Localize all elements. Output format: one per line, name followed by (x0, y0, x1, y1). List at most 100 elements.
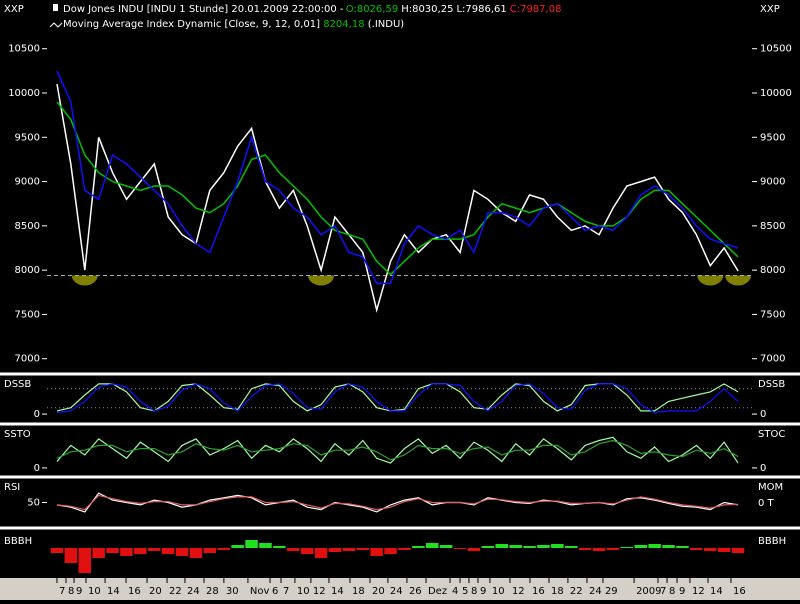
y-axis-label: XXP (4, 4, 24, 15)
bar (203, 548, 217, 553)
y-tick-label: 10500 (8, 44, 40, 55)
bar (50, 548, 64, 553)
series-line (56, 383, 739, 414)
x-tick-label: 29 (605, 586, 618, 597)
y-tick-label-right: 8500 (760, 221, 785, 232)
bar (703, 548, 717, 551)
x-tick-label: 14 (710, 586, 723, 597)
subtitle-value: 8204,18 (323, 19, 364, 30)
panel-title: SSTO (4, 429, 31, 440)
y-tick-label: 8000 (15, 265, 40, 276)
y-tick-label-right: 10500 (760, 44, 792, 55)
series-line (56, 383, 739, 412)
bar (606, 548, 620, 550)
x-tick-label: 10 (297, 586, 310, 597)
x-tick-label: 10 (88, 586, 101, 597)
x-tick-label: 9 (679, 586, 685, 597)
panel-title-right: BBBH (758, 536, 786, 547)
bar (328, 548, 342, 552)
x-tick-label: 16 (532, 586, 545, 597)
bar (134, 548, 147, 554)
panel-note-right: 0 T (758, 498, 775, 509)
subtitle: Moving Average Index Dynamic [Close, 9, … (63, 19, 320, 30)
x-tick-label: 4 (452, 586, 458, 597)
x-tick-label: 7 (660, 586, 666, 597)
bar (620, 547, 634, 548)
bar (467, 548, 481, 551)
y-tick-label-right: 0 (760, 463, 766, 474)
bar (384, 548, 397, 554)
bar (551, 544, 564, 548)
bar (245, 540, 258, 548)
panel-title: BBBH (4, 536, 32, 547)
x-tick-label: 24 (589, 586, 602, 597)
bar (578, 548, 592, 550)
y-tick-label-right: 7000 (760, 354, 785, 365)
x-tick-label: 26 (409, 586, 422, 597)
bar (161, 548, 175, 554)
x-tick-label: 8 (669, 586, 675, 597)
panel-title-right: MOM (758, 482, 783, 493)
bar (231, 545, 244, 548)
x-tick-label: 14 (331, 586, 344, 597)
bar (731, 548, 745, 553)
panel-title-right: DSSB (758, 379, 785, 390)
x-tick-label: 10 (492, 586, 505, 597)
bar (690, 548, 703, 550)
x-tick-label: 7 (59, 586, 65, 597)
bar (717, 548, 731, 552)
bar (147, 548, 161, 551)
bar (509, 545, 522, 548)
x-tick-label: 22 (169, 586, 182, 597)
bar (78, 548, 92, 573)
bar (564, 546, 578, 548)
y-tick-label: 0 (34, 409, 40, 420)
bar (648, 544, 661, 548)
panel-title-right: STOC (758, 429, 785, 440)
y-tick-label: 0 (34, 463, 40, 474)
bar (175, 548, 189, 556)
x-tick-label: 14 (107, 586, 120, 597)
x-tick-label: Nov (250, 586, 270, 597)
y-tick-label-right: 10000 (760, 88, 792, 99)
x-tick-label: 20 (149, 586, 162, 597)
x-tick-label: 12 (512, 586, 525, 597)
y-tick-label: 9000 (15, 177, 40, 188)
x-tick-label: 12 (692, 586, 705, 597)
bar (537, 545, 550, 548)
series-line (56, 439, 739, 461)
support-marker (697, 275, 724, 286)
y-tick-label-right: 8000 (760, 265, 785, 276)
quote: H:8030,25 (401, 4, 453, 15)
y-tick-label: 7500 (15, 309, 40, 320)
bar (495, 544, 509, 548)
bar (523, 546, 536, 548)
x-tick-label: 9 (76, 586, 82, 597)
y-axis-label: XXP (760, 4, 780, 15)
x-tick-label: 8 (68, 586, 74, 597)
support-marker (308, 275, 335, 286)
bar (412, 546, 425, 548)
y-tick-label-right: 7500 (760, 309, 785, 320)
x-tick-label: 7 (283, 586, 289, 597)
bar (662, 545, 675, 548)
bar (439, 545, 453, 548)
bar (217, 548, 231, 550)
x-tick-label: 8 (471, 586, 477, 597)
subtitle-line: Moving Average Index Dynamic [Close, 9, … (63, 19, 404, 30)
support-marker (71, 275, 98, 286)
bar (92, 548, 105, 558)
y-tick-label-right: 9000 (760, 177, 785, 188)
x-tick-label: 6 (272, 586, 278, 597)
x-axis-strip (0, 578, 800, 600)
series-line (56, 492, 739, 513)
bar (370, 548, 383, 556)
x-tick-label: 5 (462, 586, 468, 597)
series-line (56, 436, 739, 464)
x-tick-label: Dez (428, 586, 447, 597)
bar (425, 543, 439, 548)
x-tick-label: 16 (733, 586, 746, 597)
x-tick-label: 24 (187, 586, 200, 597)
